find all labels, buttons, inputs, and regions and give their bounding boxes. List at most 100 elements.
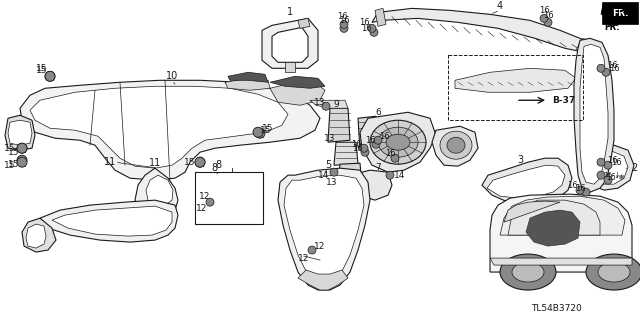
Ellipse shape bbox=[512, 262, 544, 282]
Ellipse shape bbox=[386, 134, 410, 150]
Text: 15: 15 bbox=[184, 158, 196, 167]
Polygon shape bbox=[328, 108, 350, 142]
Ellipse shape bbox=[17, 143, 27, 153]
Text: TL54B3720: TL54B3720 bbox=[531, 303, 581, 313]
Text: 16: 16 bbox=[351, 140, 362, 149]
Polygon shape bbox=[482, 158, 572, 205]
Text: 2: 2 bbox=[631, 163, 637, 173]
Text: 16: 16 bbox=[365, 136, 375, 145]
Ellipse shape bbox=[370, 28, 378, 36]
Text: 16: 16 bbox=[566, 181, 577, 190]
Ellipse shape bbox=[391, 154, 399, 162]
Text: 15: 15 bbox=[4, 161, 16, 170]
Polygon shape bbox=[358, 170, 392, 200]
Polygon shape bbox=[360, 112, 436, 172]
Text: 13: 13 bbox=[326, 178, 338, 187]
Ellipse shape bbox=[500, 254, 556, 290]
Ellipse shape bbox=[322, 102, 330, 110]
Text: 15: 15 bbox=[8, 160, 20, 169]
Ellipse shape bbox=[576, 186, 584, 194]
Polygon shape bbox=[228, 72, 268, 82]
Polygon shape bbox=[375, 8, 386, 26]
Text: B-37: B-37 bbox=[552, 96, 575, 105]
Polygon shape bbox=[298, 270, 348, 290]
Bar bbox=[602, 2, 638, 24]
Polygon shape bbox=[146, 175, 173, 205]
Text: FR.: FR. bbox=[612, 9, 628, 18]
Ellipse shape bbox=[597, 158, 605, 166]
Ellipse shape bbox=[206, 198, 214, 206]
Polygon shape bbox=[272, 27, 308, 62]
Text: 12: 12 bbox=[196, 204, 208, 213]
Polygon shape bbox=[500, 196, 625, 235]
Polygon shape bbox=[585, 145, 634, 190]
Text: 16: 16 bbox=[543, 11, 554, 20]
Polygon shape bbox=[284, 175, 364, 282]
Ellipse shape bbox=[17, 155, 27, 165]
Polygon shape bbox=[262, 19, 318, 68]
Ellipse shape bbox=[330, 168, 338, 176]
Ellipse shape bbox=[195, 157, 205, 167]
Text: 14: 14 bbox=[318, 171, 330, 180]
Ellipse shape bbox=[372, 140, 380, 148]
Polygon shape bbox=[601, 4, 625, 25]
Text: 8: 8 bbox=[215, 160, 221, 170]
Ellipse shape bbox=[308, 246, 316, 254]
Text: 16: 16 bbox=[352, 144, 362, 153]
Text: 14: 14 bbox=[394, 171, 406, 180]
Ellipse shape bbox=[604, 176, 612, 184]
Text: 16: 16 bbox=[609, 64, 620, 73]
Text: 11: 11 bbox=[149, 158, 161, 168]
Polygon shape bbox=[270, 76, 325, 88]
Ellipse shape bbox=[586, 254, 640, 290]
Text: 15: 15 bbox=[260, 126, 272, 135]
Text: 16: 16 bbox=[539, 6, 549, 15]
Text: 16: 16 bbox=[361, 24, 371, 33]
Ellipse shape bbox=[45, 71, 55, 81]
Polygon shape bbox=[338, 163, 362, 186]
Text: 16: 16 bbox=[337, 12, 348, 21]
Text: 16-↓: 16-↓ bbox=[604, 172, 621, 178]
Ellipse shape bbox=[582, 188, 590, 196]
Text: 15: 15 bbox=[36, 64, 48, 73]
Ellipse shape bbox=[370, 120, 426, 164]
Ellipse shape bbox=[253, 127, 263, 137]
Polygon shape bbox=[574, 38, 614, 192]
Text: 16: 16 bbox=[385, 149, 396, 158]
Ellipse shape bbox=[360, 144, 368, 152]
Text: 12: 12 bbox=[314, 241, 326, 251]
Ellipse shape bbox=[540, 14, 548, 22]
Polygon shape bbox=[225, 78, 270, 90]
Bar bbox=[448, 55, 583, 120]
Ellipse shape bbox=[17, 157, 27, 167]
Polygon shape bbox=[334, 142, 358, 165]
Text: 15: 15 bbox=[36, 66, 48, 75]
Polygon shape bbox=[5, 115, 35, 150]
Polygon shape bbox=[8, 120, 32, 145]
Text: 15: 15 bbox=[8, 148, 20, 157]
Text: 15: 15 bbox=[262, 124, 274, 133]
Polygon shape bbox=[22, 218, 56, 252]
Polygon shape bbox=[20, 80, 320, 180]
Ellipse shape bbox=[17, 143, 27, 153]
Ellipse shape bbox=[602, 68, 610, 76]
Ellipse shape bbox=[361, 148, 369, 156]
Polygon shape bbox=[30, 86, 288, 168]
Text: 15: 15 bbox=[4, 144, 16, 153]
Polygon shape bbox=[40, 200, 178, 242]
Text: 10: 10 bbox=[166, 71, 178, 81]
Ellipse shape bbox=[195, 157, 205, 167]
Polygon shape bbox=[490, 258, 632, 265]
Ellipse shape bbox=[447, 137, 465, 153]
Text: 3: 3 bbox=[517, 155, 523, 165]
Polygon shape bbox=[504, 201, 560, 222]
Ellipse shape bbox=[597, 64, 605, 72]
Ellipse shape bbox=[378, 127, 418, 157]
Polygon shape bbox=[590, 151, 628, 184]
Polygon shape bbox=[285, 62, 295, 72]
Ellipse shape bbox=[386, 171, 394, 179]
Polygon shape bbox=[432, 126, 478, 166]
Text: 16: 16 bbox=[607, 156, 618, 165]
Ellipse shape bbox=[604, 161, 612, 169]
Polygon shape bbox=[310, 100, 348, 108]
